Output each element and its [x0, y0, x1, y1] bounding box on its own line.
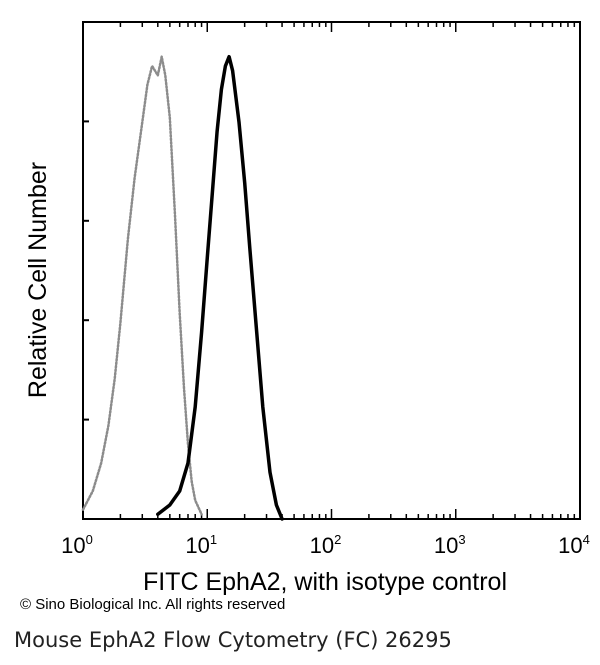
- tick-base: 10: [61, 533, 85, 558]
- tick-base: 10: [434, 533, 458, 558]
- x-axis-title: FITC EphA2, with isotype control: [143, 568, 507, 596]
- x-tick-label: 101: [185, 532, 217, 558]
- tick-exponent: 1: [210, 532, 217, 547]
- x-tick-label: 100: [61, 532, 93, 558]
- y-axis-title: Relative Cell Number: [24, 162, 52, 398]
- tick-base: 10: [558, 533, 582, 558]
- x-tick-label: 103: [434, 532, 466, 558]
- series-layer: [81, 54, 284, 521]
- copyright-notice: © Sino Biological Inc. All rights reserv…: [20, 596, 286, 613]
- x-tick-labels: 100 101 102 103 104: [61, 532, 590, 558]
- x-tick-label: 102: [310, 532, 342, 558]
- figure-caption: Mouse EphA2 Flow Cytometry (FC) 26295: [14, 628, 452, 652]
- x-tick-label: 104: [558, 532, 590, 558]
- tick-exponent: 0: [86, 532, 93, 547]
- tick-base: 10: [185, 533, 209, 558]
- flow-cytometry-histogram: 100 101 102 103 104 FITC EphA2, with isotype…: [24, 21, 590, 596]
- tick-exponent: 2: [334, 532, 341, 547]
- x-axis-ticks: [82, 22, 581, 519]
- tick-exponent: 4: [583, 532, 590, 547]
- tick-base: 10: [310, 533, 334, 558]
- isotype-control-histogram: [81, 55, 203, 516]
- epha2-histogram: [156, 54, 284, 521]
- tick-exponent: 3: [458, 532, 465, 547]
- plot-frame: [82, 21, 581, 520]
- y-axis-ticks: [83, 21, 89, 421]
